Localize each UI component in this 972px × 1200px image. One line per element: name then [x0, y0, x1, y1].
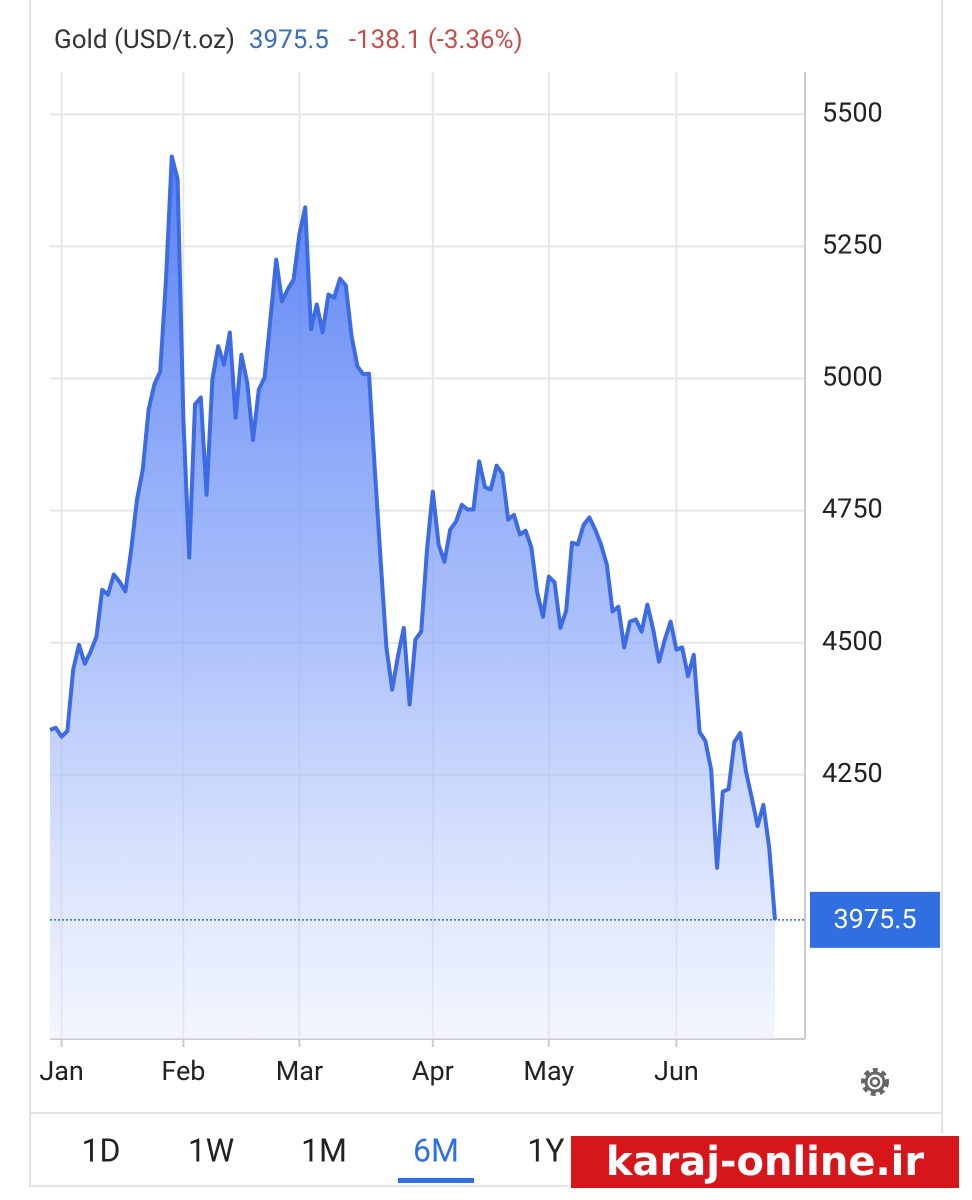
x-tick-label: Feb — [161, 1055, 205, 1087]
range-tab[interactable]: 1W — [188, 1131, 234, 1169]
watermark: karaj-online.ir — [568, 1133, 962, 1191]
settings-icon[interactable] — [861, 1068, 889, 1096]
active-tab-underline — [398, 1178, 474, 1183]
y-tick-label: 5000 — [822, 361, 883, 393]
x-tick-label: Mar — [276, 1055, 323, 1087]
last-price-label: 3975.5 — [834, 903, 917, 935]
y-tick-label: 5500 — [822, 96, 883, 128]
x-tick-label: Jun — [654, 1055, 699, 1087]
y-tick-label: 5250 — [822, 229, 883, 261]
x-tick-label: Jan — [39, 1055, 84, 1087]
instrument-name: Gold (USD/t.oz) — [54, 25, 235, 55]
range-tab[interactable]: 1D — [82, 1131, 121, 1169]
range-tab[interactable]: 1Y — [527, 1131, 564, 1169]
range-tab[interactable]: 6M — [413, 1131, 459, 1169]
x-tick-label: Apr — [412, 1055, 454, 1087]
y-tick-label: 4250 — [822, 757, 883, 789]
header-price: 3975.5 — [249, 25, 329, 55]
last-price-box — [810, 891, 940, 948]
header-change: -138.1 (-3.36%) — [349, 25, 523, 55]
y-tick-label: 4750 — [822, 493, 883, 525]
x-tick-label: May — [523, 1055, 574, 1087]
price-line — [49, 154, 777, 920]
y-tick-label: 4500 — [822, 625, 883, 657]
range-tab[interactable]: 1M — [301, 1131, 347, 1169]
